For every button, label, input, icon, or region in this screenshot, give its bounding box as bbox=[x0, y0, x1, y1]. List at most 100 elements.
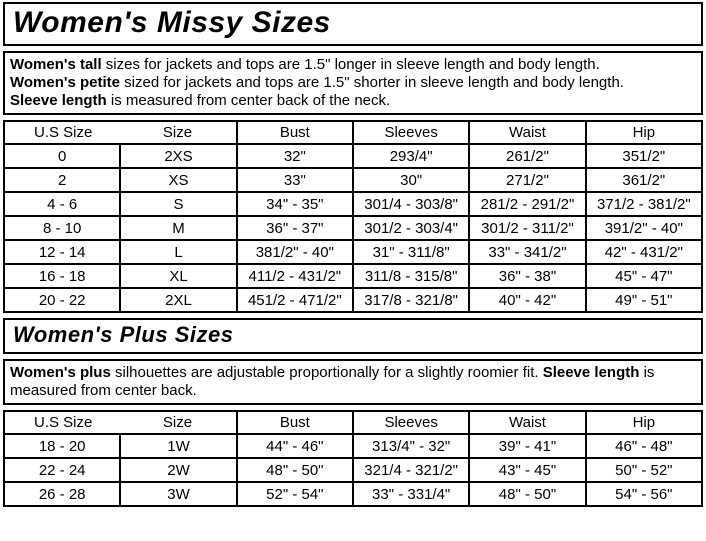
table-cell: 33" - 341/2" bbox=[468, 239, 587, 265]
column-header: Size bbox=[162, 414, 193, 431]
table-cell: 12 - 14 bbox=[2, 239, 122, 265]
table-header-row: U.S Size Size Bust Sleeves Waist Hip bbox=[3, 410, 704, 435]
table-cell: 54" - 56" bbox=[584, 481, 704, 507]
table-cell: 8 - 10 bbox=[2, 215, 122, 241]
table-row: 26 - 28 3W 52" - 54" 33" - 331/4" 48" - 50" 5… bbox=[2, 481, 704, 507]
table-cell: 18 - 20 bbox=[2, 433, 122, 459]
description-line: Sleeve length is measured from center ba… bbox=[10, 92, 696, 110]
table-cell: 2XL bbox=[119, 287, 238, 313]
description-text: silhouettes are adjustable proportionall… bbox=[110, 364, 543, 381]
column-header: Sleeves bbox=[351, 410, 471, 435]
table-cell: 381/2" - 40" bbox=[235, 239, 354, 265]
table-cell: 16 - 18 bbox=[2, 263, 122, 289]
table-cell: 451/2 - 471/2" bbox=[235, 287, 354, 313]
table-cell: 34" - 35" bbox=[235, 191, 354, 217]
plus-section: Women's Plus Sizes Women's plus silhouet… bbox=[2, 318, 704, 507]
table-cell: 30" bbox=[351, 167, 471, 193]
table-cell: 0 bbox=[2, 143, 122, 169]
table-cell: 261/2" bbox=[468, 143, 587, 169]
table-cell: 361/2" bbox=[584, 167, 704, 193]
table-cell: 321/4 - 321/2" bbox=[351, 457, 471, 483]
plus-size-table: U.S Size Size Bust Sleeves Waist Hip 18 - 20 1W… bbox=[2, 410, 704, 507]
table-cell: XS bbox=[119, 167, 238, 193]
table-cell: 36" - 37" bbox=[235, 215, 354, 241]
column-header: Hip bbox=[584, 410, 704, 435]
description-bold-text: Sleeve length bbox=[10, 92, 107, 109]
missy-size-table: U.S Size Size Bust Sleeves Waist Hip 0 2XS 32" 29… bbox=[2, 120, 704, 313]
table-cell: 42" - 431/2" bbox=[584, 239, 704, 265]
table-cell: 49" - 51" bbox=[584, 287, 704, 313]
table-cell: 301/2 - 303/4" bbox=[351, 215, 471, 241]
description-bold-text: Women's petite bbox=[10, 74, 120, 91]
table-row: 22 - 24 2W 48" - 50" 321/4 - 321/2" 43" - 45… bbox=[2, 457, 704, 483]
table-row: 2 XS 33" 30" 271/2" 361/2" bbox=[2, 167, 704, 193]
description-line: Women's plus silhouettes are adjustable … bbox=[10, 364, 696, 400]
column-header-group: U.S Size Size bbox=[3, 120, 238, 145]
table-row: 0 2XS 32" 293/4" 261/2" 351/2" bbox=[2, 143, 704, 169]
table-cell: 36" - 38" bbox=[468, 263, 587, 289]
size-chart-page: Women's Missy Sizes Women's tall sizes f… bbox=[2, 2, 704, 507]
description-line: Women's petite sized for jackets and top… bbox=[10, 74, 696, 92]
table-cell: 20 - 22 bbox=[2, 287, 122, 313]
column-header: Sleeves bbox=[351, 120, 471, 145]
column-header: U.S Size bbox=[33, 414, 93, 431]
description-text: sized for jackets and tops are 1.5" shor… bbox=[119, 74, 624, 91]
table-cell: 33" - 331/4" bbox=[351, 481, 471, 507]
table-row: 18 - 20 1W 44" - 46" 313/4" - 32" 39" - 41" 4… bbox=[2, 433, 704, 459]
table-cell: 391/2" - 40" bbox=[584, 215, 704, 241]
description-text: is measured from center back of the neck… bbox=[106, 92, 391, 109]
table-cell: 311/8 - 315/8" bbox=[351, 263, 471, 289]
description-bold-text: Women's tall bbox=[10, 56, 102, 73]
table-cell: 313/4" - 32" bbox=[351, 433, 471, 459]
description-text: sizes for jackets and tops are 1.5" long… bbox=[101, 56, 600, 73]
table-cell: M bbox=[119, 215, 238, 241]
table-row: 20 - 22 2XL 451/2 - 471/2" 317/8 - 321/8" 40… bbox=[2, 287, 704, 313]
table-cell: 411/2 - 431/2" bbox=[235, 263, 354, 289]
plus-section-description: Women's plus silhouettes are adjustable … bbox=[3, 359, 703, 405]
table-cell: 40" - 42" bbox=[468, 287, 587, 313]
table-cell: 301/2 - 311/2" bbox=[468, 215, 587, 241]
table-cell: 293/4" bbox=[351, 143, 471, 169]
table-cell: 317/8 - 321/8" bbox=[351, 287, 471, 313]
table-row: 4 - 6 S 34" - 35" 301/4 - 303/8" 281/2 - 291… bbox=[2, 191, 704, 217]
description-text: is measured from center back. bbox=[10, 364, 655, 399]
table-cell: S bbox=[119, 191, 238, 217]
table-cell: 44" - 46" bbox=[235, 433, 354, 459]
table-cell: 301/4 - 303/8" bbox=[351, 191, 471, 217]
table-cell: 43" - 45" bbox=[468, 457, 587, 483]
table-cell: 26 - 28 bbox=[2, 481, 122, 507]
table-row: 12 - 14 L 381/2" - 40" 31" - 311/8" 33" - 34… bbox=[2, 239, 704, 265]
description-bold-text: Sleeve length bbox=[542, 364, 640, 381]
description-line: Women's tall sizes for jackets and tops … bbox=[10, 56, 696, 74]
table-cell: 4 - 6 bbox=[2, 191, 122, 217]
table-cell: 48" - 50" bbox=[468, 481, 587, 507]
column-header: U.S Size bbox=[33, 124, 93, 141]
table-cell: 281/2 - 291/2" bbox=[468, 191, 587, 217]
column-header-group: U.S Size Size bbox=[3, 410, 238, 435]
table-cell: 39" - 41" bbox=[468, 433, 587, 459]
table-cell: 52" - 54" bbox=[235, 481, 354, 507]
column-header: Waist bbox=[468, 120, 587, 145]
table-cell: 2W bbox=[119, 457, 238, 483]
column-header: Waist bbox=[468, 410, 587, 435]
table-cell: 48" - 50" bbox=[235, 457, 354, 483]
plus-section-title: Women's Plus Sizes bbox=[3, 318, 703, 354]
table-cell: 22 - 24 bbox=[2, 457, 122, 483]
column-header: Bust bbox=[235, 120, 354, 145]
column-header: Bust bbox=[235, 410, 354, 435]
missy-section: Women's Missy Sizes Women's tall sizes f… bbox=[2, 2, 704, 313]
table-cell: 2XS bbox=[119, 143, 238, 169]
table-cell: 45" - 47" bbox=[584, 263, 704, 289]
table-cell: 31" - 311/8" bbox=[351, 239, 471, 265]
table-cell: 371/2 - 381/2" bbox=[584, 191, 704, 217]
table-cell: L bbox=[119, 239, 238, 265]
table-cell: 32" bbox=[235, 143, 354, 169]
table-header-row: U.S Size Size Bust Sleeves Waist Hip bbox=[3, 120, 704, 145]
column-header: Hip bbox=[584, 120, 704, 145]
table-row: 8 - 10 M 36" - 37" 301/2 - 303/4" 301/2 - 31… bbox=[2, 215, 704, 241]
description-bold-text: Women's plus bbox=[10, 364, 111, 381]
table-cell: XL bbox=[119, 263, 238, 289]
table-cell: 50" - 52" bbox=[584, 457, 704, 483]
table-cell: 46" - 48" bbox=[584, 433, 704, 459]
table-cell: 2 bbox=[2, 167, 122, 193]
